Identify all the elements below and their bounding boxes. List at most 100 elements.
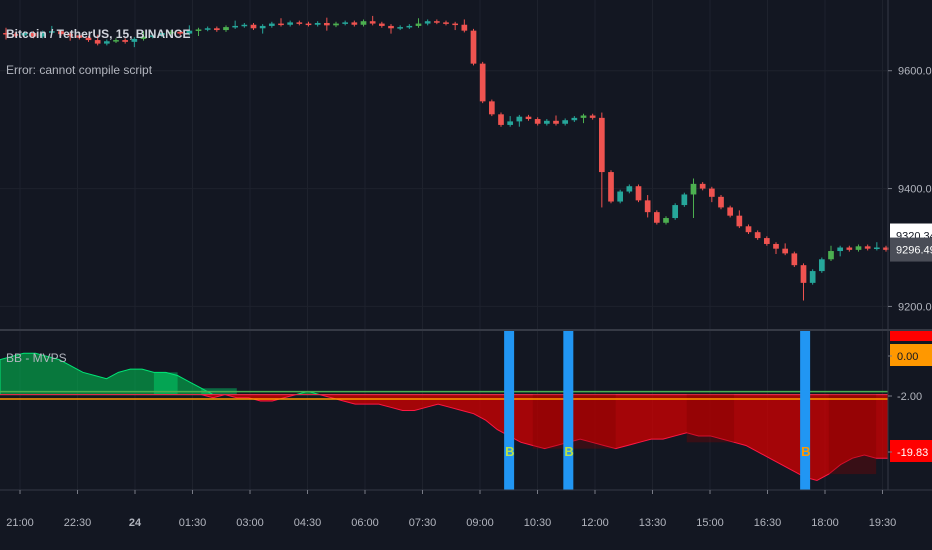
candle-body [461,24,468,31]
candle-body [333,23,339,26]
candle [773,242,779,254]
indicator-axis-label: -19.83 [888,440,932,462]
candle [516,114,523,127]
candle [39,30,46,39]
candle [3,27,9,40]
candle [149,33,156,39]
candle-body [21,33,28,36]
candle [690,178,697,219]
time-tick-label: 10:30 [524,517,552,529]
candle [525,114,532,121]
time-tick-label: 07:30 [409,517,437,529]
indicator-top-badge [890,331,932,341]
candle-body [168,31,174,34]
candle-body [883,247,889,250]
candle [653,210,660,225]
candle-body [571,117,578,121]
candle [846,245,853,252]
candle [699,182,706,191]
candle-body [626,186,633,192]
candle [864,244,871,251]
candle-body [397,27,404,29]
candle-body [672,205,679,219]
candle-body [727,207,734,216]
candle-body [846,247,853,250]
buy-signal-label: B [564,444,573,459]
buy-signal-marker: B [504,331,515,490]
candle [672,203,679,220]
candle [76,33,83,40]
candle-body [498,114,504,125]
candle [608,170,614,204]
candle-body [177,31,184,34]
buy-signal-bar [563,331,574,490]
candle [122,38,129,44]
candle-body [773,243,779,249]
candle [103,39,110,46]
candle-body [837,247,844,252]
candle-body [67,34,74,36]
price-tick-label: 9400.00 [898,184,932,196]
candle [113,38,119,44]
time-tick-label: 22:30 [64,517,92,529]
candle [763,236,770,246]
candle-body [507,121,514,125]
candle-body [48,31,55,33]
time-tick-label: 21:00 [6,517,34,529]
candle [736,210,743,229]
candle-body [635,186,642,201]
candle [250,22,257,31]
candle [617,189,624,204]
candle-body [85,37,92,41]
candle [140,31,147,41]
candle-body [58,31,64,35]
buy-signal-label: B [505,444,514,459]
candle [800,263,807,301]
candle-body [443,22,449,24]
candle-body [259,25,266,29]
price-axis[interactable]: 9600.009400.009200.009320.349296.490.00-… [887,0,932,490]
candle-body [818,259,825,272]
time-axis[interactable]: 21:00 22:30 24 01:30 03:00 04:30 06:00 07:30 09:… [0,489,932,529]
candle [488,99,495,117]
candle-body [763,238,770,244]
candle [12,32,19,38]
candle-body [589,115,596,118]
candle [241,22,248,28]
candle [186,25,193,36]
candle-body [158,33,165,36]
candle-body [644,200,651,213]
candle-body [745,226,752,233]
candle [259,24,266,34]
candle [415,18,422,28]
script-error-text: Error: cannot compile script [6,63,153,77]
time-tick-label: 15:00 [696,517,724,529]
candle-body [195,29,202,31]
candle [351,20,358,27]
candle-body [122,40,129,42]
candle [718,195,724,210]
candle [443,20,449,26]
candle-body [699,183,706,189]
candle-body [39,32,46,37]
candle [818,257,825,273]
candle-body [525,116,532,120]
buy-signal-label: B [801,444,810,459]
candle [424,19,431,26]
candle-body [516,116,523,122]
candle-body [406,25,413,28]
candle-body [305,23,312,26]
candle-body [140,36,147,39]
candle-body [76,35,83,38]
oscillator-shade-section [686,394,735,443]
indicator-badge-bg [890,344,932,366]
candle-body [580,115,587,118]
candle-body [562,120,569,124]
candle-body [369,21,376,24]
indicator-tick-label: -19.83 [897,447,928,459]
candle-body [232,25,239,28]
candle [204,26,211,32]
candle [131,37,138,48]
